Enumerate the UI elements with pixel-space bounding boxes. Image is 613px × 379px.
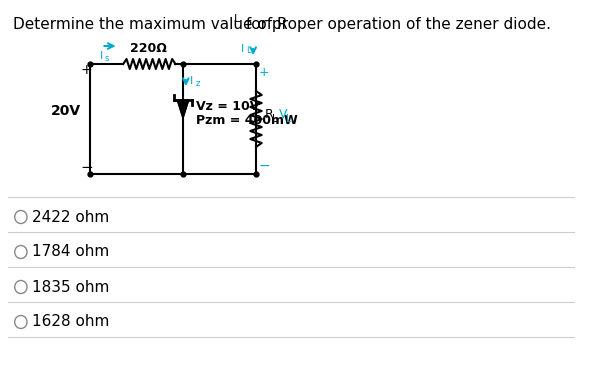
Text: L: L [234,14,240,24]
Text: 1835 ohm: 1835 ohm [32,279,110,294]
Text: z: z [196,80,200,89]
Text: L: L [272,114,278,124]
Text: 2422 ohm: 2422 ohm [32,210,110,224]
Text: 1628 ohm: 1628 ohm [32,315,110,329]
Text: 20V: 20V [50,104,80,118]
Text: s: s [104,54,109,63]
Text: I: I [241,44,244,54]
Text: −: − [259,159,270,173]
Text: V: V [279,108,287,122]
Text: 220Ω: 220Ω [131,42,167,55]
Text: R: R [265,108,273,122]
Text: for proper operation of the zener diode.: for proper operation of the zener diode. [241,17,551,32]
Text: I: I [189,76,193,86]
Text: Vz = 10V: Vz = 10V [196,100,260,113]
Text: −: − [80,160,93,175]
Text: +: + [80,63,92,77]
Text: L: L [246,46,251,55]
Polygon shape [177,100,189,118]
Text: +: + [259,66,270,78]
Text: Determine the maximum value of R: Determine the maximum value of R [13,17,288,32]
Text: Pzm = 400mW: Pzm = 400mW [196,114,298,127]
Text: I: I [99,51,103,61]
Text: 1784 ohm: 1784 ohm [32,244,110,260]
Text: L: L [286,114,292,124]
